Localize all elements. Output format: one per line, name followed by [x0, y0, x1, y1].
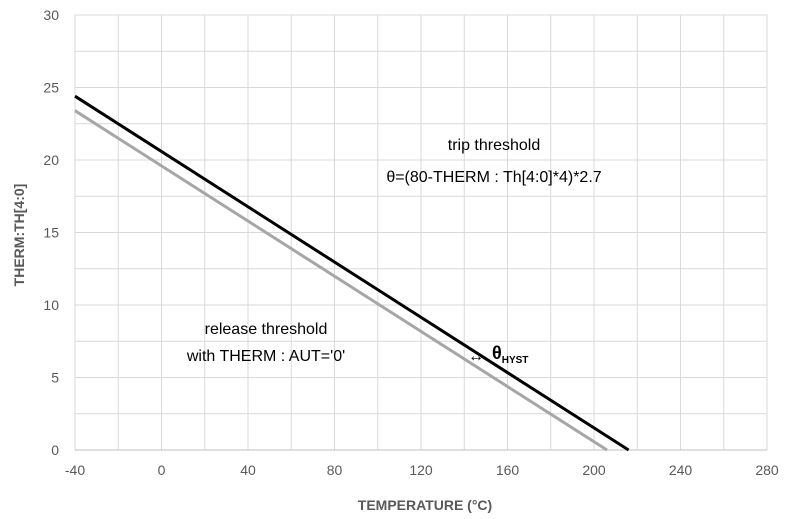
y-tick-label: 25	[43, 80, 59, 96]
plot-frame	[74, 14, 768, 451]
release-threshold-label: release threshold	[205, 321, 328, 338]
x-axis-title: TEMPERATURE (°C)	[358, 497, 492, 513]
x-tick-label: 160	[496, 462, 520, 478]
hysteresis-label: θHYST	[492, 343, 528, 366]
x-axis-ticks: -40 0 40 80 120 160 200 240 280	[65, 462, 779, 478]
trip-threshold-formula: θ=(80-THERM : Th[4:0]*4)*2.7	[386, 169, 601, 186]
release-threshold-line	[74, 94, 630, 452]
y-axis-ticks: 0 5 10 15 20 25 30	[43, 7, 59, 458]
y-tick-label: 15	[43, 225, 59, 241]
x-tick-label: 80	[327, 462, 343, 478]
hysteresis-subscript: HYST	[502, 355, 529, 366]
y-tick-label: 5	[51, 370, 59, 386]
hysteresis-arrow-icon: ↔	[468, 348, 484, 365]
y-tick-label: 10	[43, 297, 59, 313]
x-tick-label: 280	[755, 462, 779, 478]
x-tick-label: 240	[669, 462, 693, 478]
release-threshold-condition: with THERM : AUT='0'	[186, 348, 345, 365]
hysteresis-symbol: θ	[492, 343, 502, 363]
trip-threshold-label: trip threshold	[448, 137, 541, 154]
x-tick-label: 120	[409, 462, 433, 478]
x-tick-label: 0	[158, 462, 166, 478]
x-tick-label: 40	[240, 462, 256, 478]
series-layer	[74, 94, 630, 452]
y-tick-label: 0	[51, 442, 59, 458]
trip-threshold-line	[74, 109, 608, 452]
grid	[74, 14, 768, 451]
y-tick-label: 20	[43, 152, 59, 168]
x-tick-label: 200	[582, 462, 606, 478]
y-axis-title: THERM:TH[4:0]	[11, 184, 27, 287]
x-tick-label: -40	[65, 462, 85, 478]
y-tick-label: 30	[43, 7, 59, 23]
